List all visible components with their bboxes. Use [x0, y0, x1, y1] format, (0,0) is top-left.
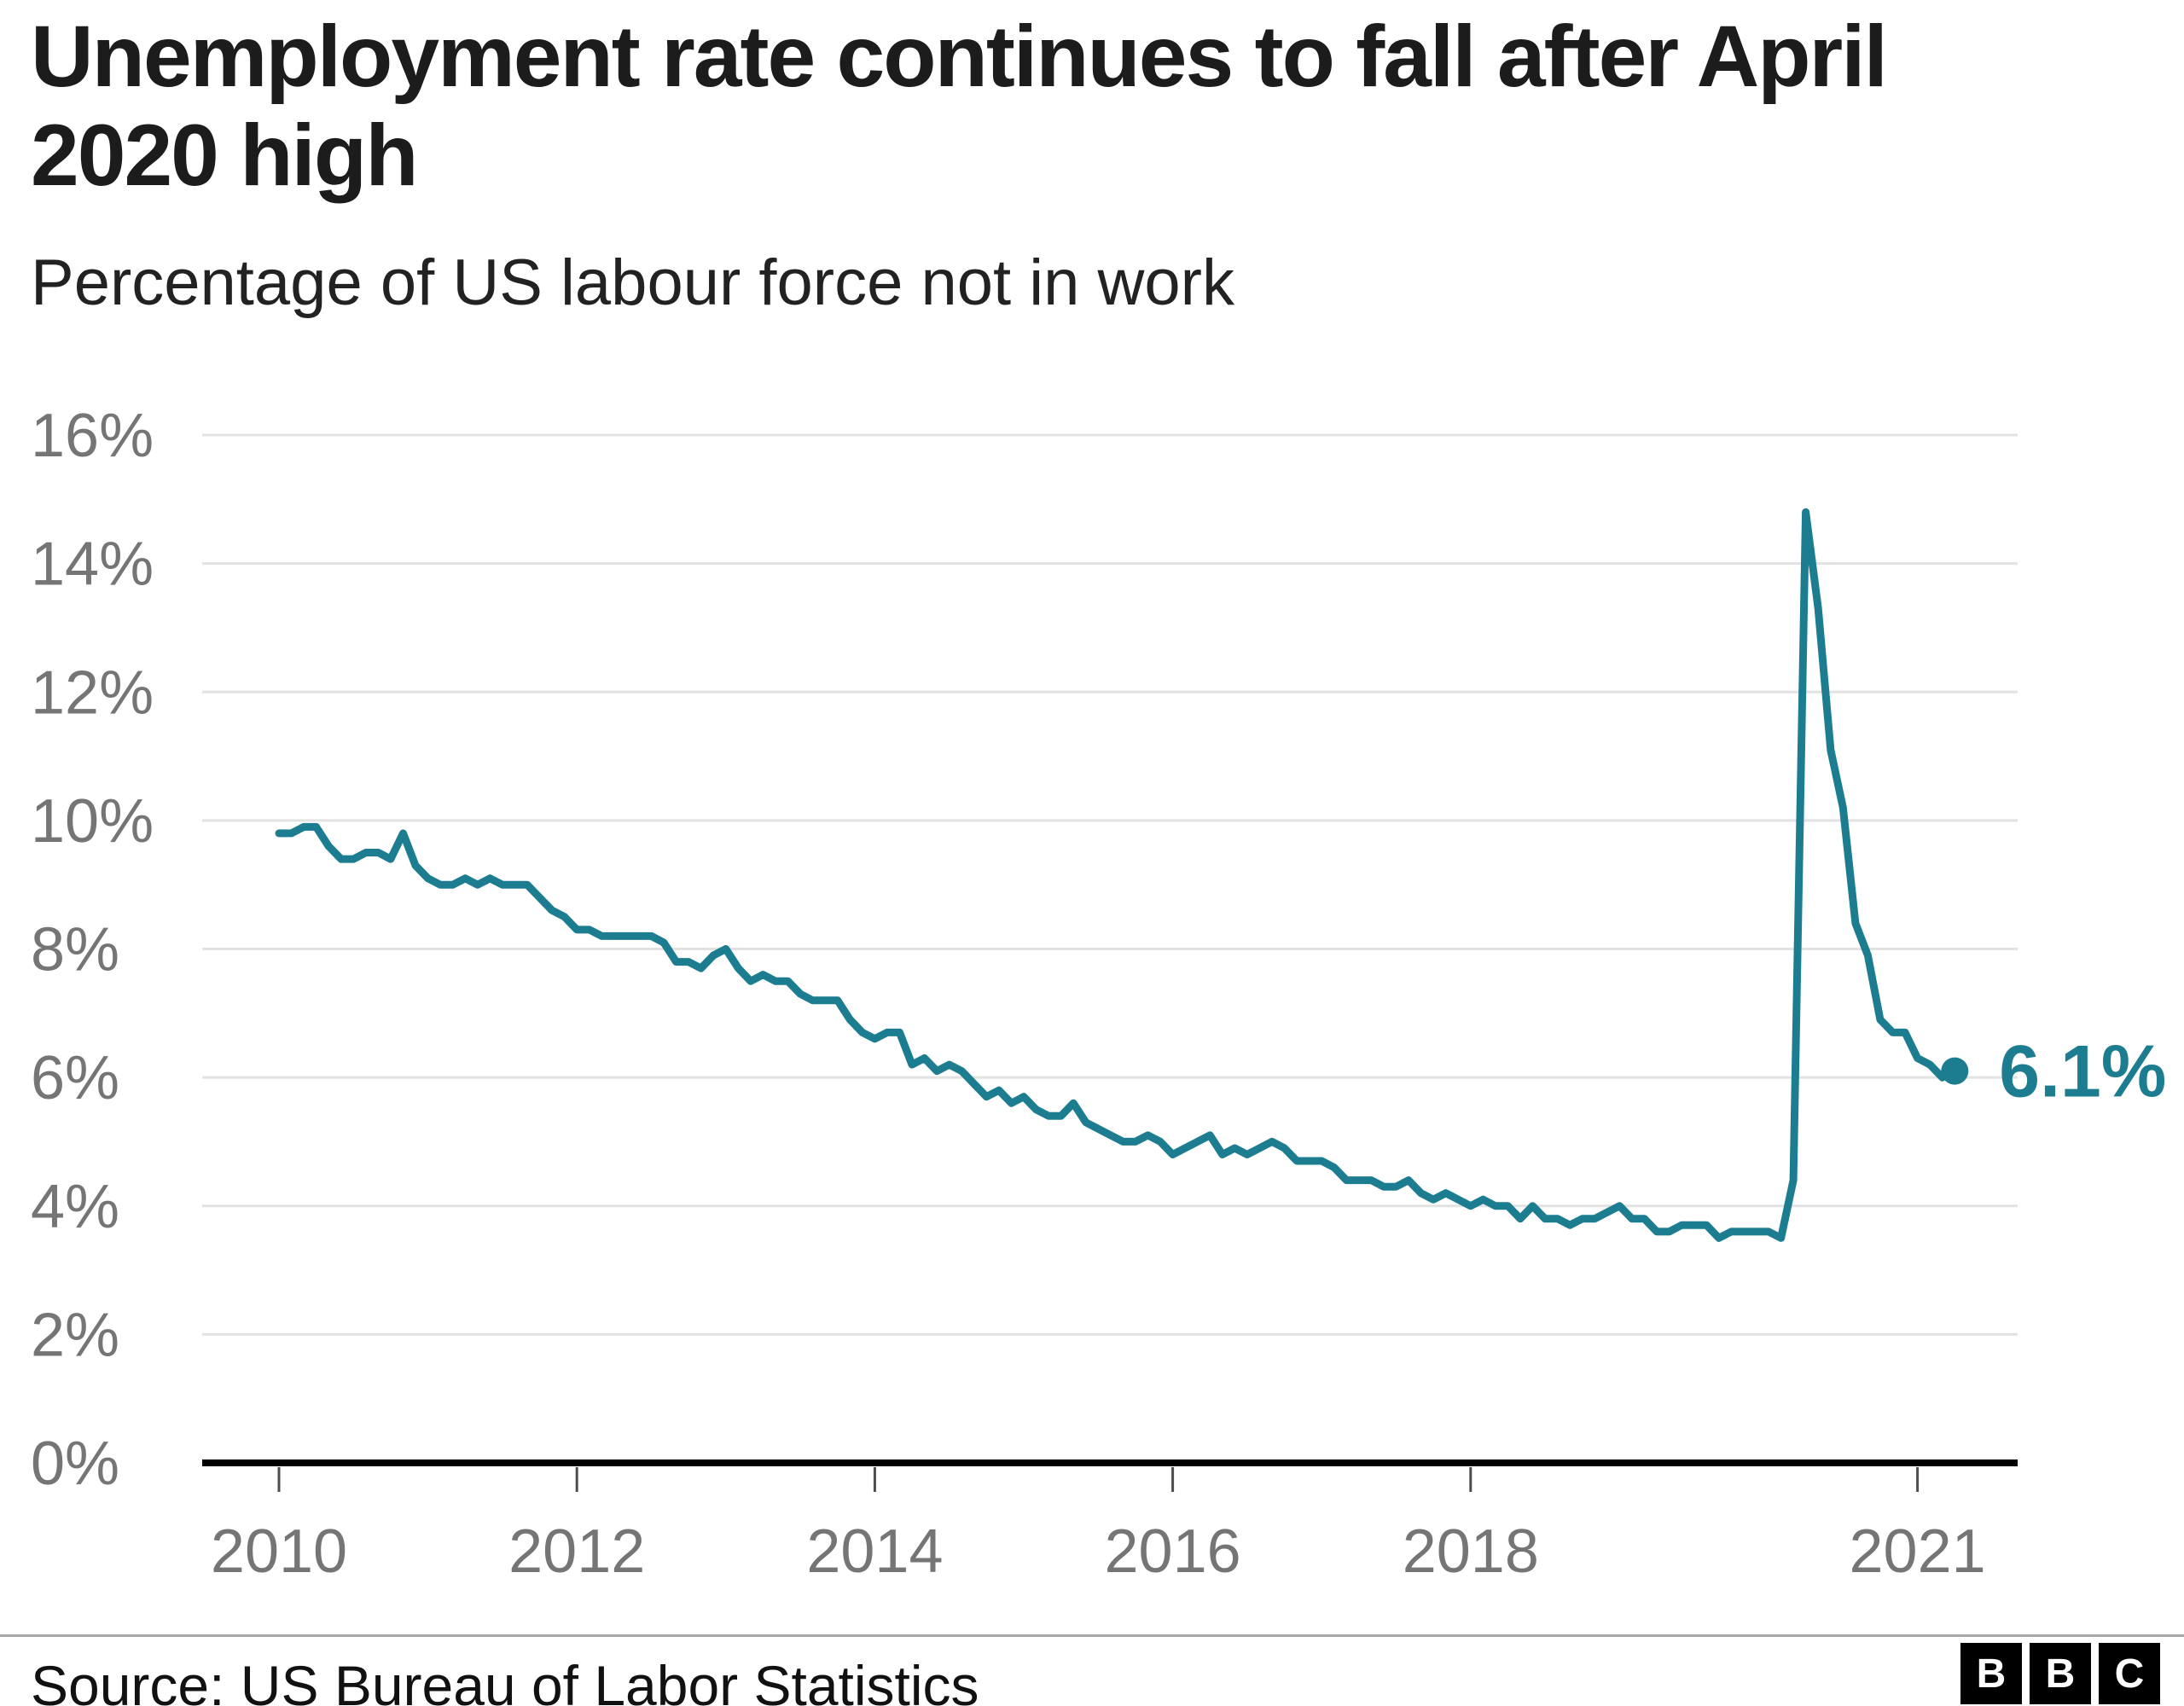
x-axis-label: 2021	[1850, 1517, 1986, 1586]
y-axis-label: 12%	[31, 659, 154, 727]
x-axis-label: 2014	[806, 1517, 943, 1586]
y-axis-label: 4%	[31, 1173, 119, 1241]
end-value-label: 6.1%	[1999, 1031, 2166, 1113]
bbc-logo-letter: C	[2099, 1643, 2160, 1704]
x-axis-label: 2012	[508, 1517, 645, 1586]
x-axis-label: 2018	[1403, 1517, 1539, 1586]
end-point-dot	[1941, 1057, 1969, 1085]
y-axis-label: 8%	[31, 916, 119, 984]
y-axis-label: 16%	[31, 402, 154, 470]
bbc-logo-letter: B	[1960, 1643, 2022, 1704]
line-chart-canvas: 16% 14% 12% 10% 8% 6% 4% 2% 0% 2010 2012 2014 2016 20…	[31, 402, 2166, 1586]
y-axis-label: 6%	[31, 1044, 119, 1112]
chart-title: Unemployment rate continues to fall afte…	[31, 8, 1888, 205]
y-axis-label: 14%	[31, 531, 154, 599]
x-axis-label: 2016	[1105, 1517, 1241, 1586]
chart-subtitle: Percentage of US labour force not in wor…	[31, 247, 1234, 319]
bbc-logo: B B C	[1960, 1643, 2160, 1704]
y-axis-label: 0%	[31, 1430, 119, 1498]
source-note: Source: US Bureau of Labor Statistics	[31, 1654, 979, 1706]
x-axis-label: 2010	[211, 1517, 347, 1586]
y-axis-label: 10%	[31, 787, 154, 856]
bbc-logo-letter: B	[2030, 1643, 2091, 1704]
unemployment-line	[275, 508, 1959, 1242]
footer-divider	[0, 1634, 2184, 1637]
y-axis-label: 2%	[31, 1301, 119, 1369]
